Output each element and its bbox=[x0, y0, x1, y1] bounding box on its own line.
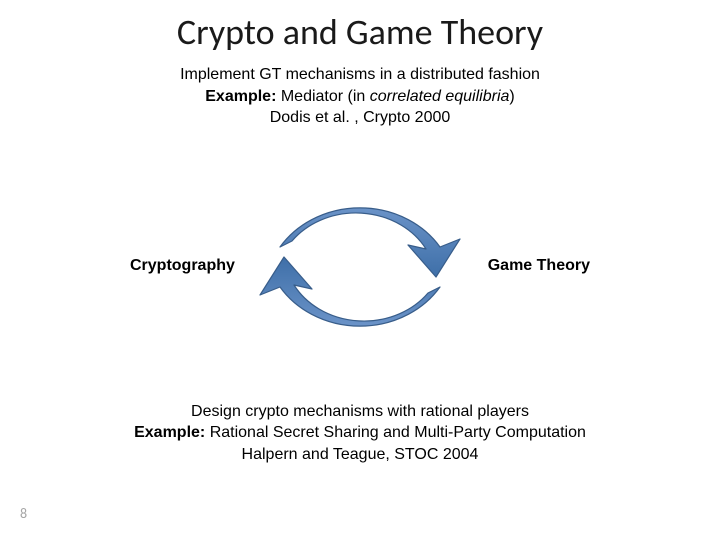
bottom-line-2-rest: Rational Secret Sharing and Multi-Party … bbox=[205, 424, 586, 441]
top-line-3: Dodis et al. , Crypto 2000 bbox=[0, 107, 720, 129]
left-concept-label: Cryptography bbox=[130, 257, 235, 275]
right-concept-label: Game Theory bbox=[488, 257, 590, 275]
bottom-arc-arrow bbox=[260, 257, 440, 326]
top-text-block: Implement GT mechanisms in a distributed… bbox=[0, 64, 720, 129]
bottom-line-3: Halpern and Teague, STOC 2004 bbox=[0, 444, 720, 466]
bottom-line-2: Example: Rational Secret Sharing and Mul… bbox=[0, 422, 720, 444]
example-label-bottom: Example: bbox=[134, 424, 205, 441]
cycle-diagram: Cryptography Game Theory bbox=[0, 137, 720, 397]
top-line-2-suffix: ) bbox=[509, 88, 514, 105]
top-arc-arrow bbox=[280, 208, 460, 277]
top-line-2-italic: correlated equilibria bbox=[370, 88, 510, 105]
top-line-2-mid: Mediator (in bbox=[276, 88, 369, 105]
page-number: 8 bbox=[20, 505, 27, 522]
bottom-line-1: Design crypto mechanisms with rational p… bbox=[0, 401, 720, 423]
example-label-top: Example: bbox=[205, 88, 276, 105]
top-line-2: Example: Mediator (in correlated equilib… bbox=[0, 86, 720, 108]
bottom-text-block: Design crypto mechanisms with rational p… bbox=[0, 401, 720, 466]
cycle-arrows-svg bbox=[210, 137, 510, 397]
page-title: Crypto and Game Theory bbox=[0, 0, 720, 54]
top-line-1: Implement GT mechanisms in a distributed… bbox=[0, 64, 720, 86]
